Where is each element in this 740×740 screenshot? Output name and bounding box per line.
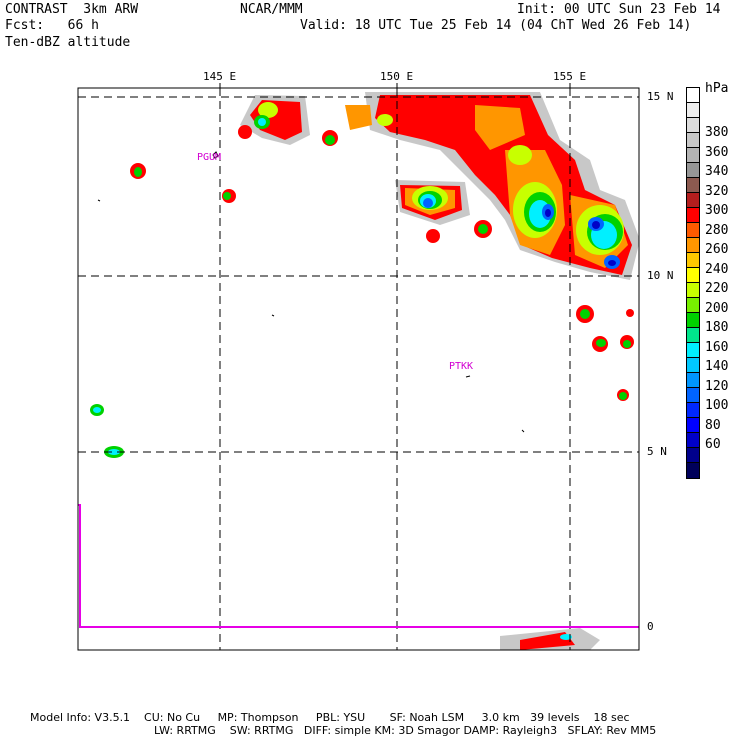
colorbar-swatch: [686, 177, 700, 194]
colorbar-swatch: [686, 252, 700, 269]
colorbar-label: 320: [705, 183, 729, 199]
lat-label-0: 0: [647, 620, 654, 633]
model-info-line1: Model Info: V3.5.1 CU: No Cu MP: Thompso…: [30, 711, 630, 724]
lat-label-15n: 15 N: [647, 90, 674, 103]
lon-label-155: 155 E: [553, 70, 587, 83]
org-label: NCAR/MMM: [240, 2, 303, 17]
colorbar-label: 60: [705, 437, 721, 452]
model-title: CONTRAST 3km ARW: [5, 2, 139, 17]
lat-label-10n: 10 N: [647, 269, 674, 282]
colorbar-swatch: [686, 162, 700, 179]
colorbar-swatch: [686, 357, 700, 374]
colorbar-swatch: [686, 402, 700, 419]
model-info-line2: LW: RRTMG SW: RRTMG DIFF: simple KM: 3D …: [154, 724, 657, 737]
graticule: [78, 88, 639, 650]
lat-label-5n: 5 N: [647, 445, 667, 458]
station-label-pgum: PGUM: [197, 152, 222, 163]
colorbar-label: 180: [705, 320, 729, 335]
colorbar-swatch: [686, 267, 700, 284]
domain-boundary: [78, 504, 639, 628]
colorbar-swatch: [686, 312, 700, 329]
colorbar-swatch: [686, 147, 700, 164]
colorbar-label: 220: [705, 281, 729, 296]
colorbar-label: 300: [705, 203, 729, 218]
colorbar-label: 80: [705, 417, 721, 433]
colorbar-label: 120: [705, 378, 729, 394]
colorbar-swatch: [686, 447, 700, 464]
colorbar-label: 260: [705, 242, 729, 257]
lon-label-150: 150 E: [380, 70, 414, 83]
colorbar-swatch: [686, 387, 700, 404]
coastlines: [97, 151, 525, 433]
valid-time: Valid: 18 UTC Tue 25 Feb 14 (04 ChT Wed …: [300, 18, 692, 33]
colorbar-swatch: [686, 432, 700, 449]
colorbar-swatch: [686, 417, 700, 434]
colorbar-swatch: [686, 342, 700, 359]
colorbar-swatch: [686, 192, 700, 209]
field-name: Ten-dBZ altitude: [5, 35, 131, 50]
colorbar-swatch: [686, 87, 700, 104]
colorbar-label: 140: [705, 359, 729, 374]
colorbar-swatch: [686, 222, 700, 239]
colorbar-unit: hPa: [705, 81, 729, 96]
colorbar-swatch: [686, 117, 700, 134]
colorbar-swatch: [686, 132, 700, 149]
colorbar-swatch: [686, 282, 700, 299]
colorbar-swatch: [686, 207, 700, 224]
forecast-hour: Fcst: 66 h: [5, 18, 99, 33]
colorbar-label: 380: [705, 125, 729, 140]
colorbar-swatch: [686, 297, 700, 314]
colorbar-swatch: [686, 372, 700, 389]
colorbar-label: 280: [705, 222, 729, 238]
colorbar-label: 340: [705, 164, 729, 179]
colorbar-label: 240: [705, 261, 729, 277]
colorbar-label: 100: [705, 398, 729, 413]
colorbar-label: 360: [705, 144, 729, 160]
colorbar-label: 160: [705, 339, 729, 355]
tick-marks: [219, 83, 571, 88]
station-label-ptkk: PTKK: [449, 361, 474, 372]
lon-label-145: 145 E: [203, 70, 237, 83]
init-time: Init: 00 UTC Sun 23 Feb 14: [517, 2, 721, 17]
colorbar-swatch: [686, 102, 700, 119]
colorbar-label: 200: [705, 300, 729, 316]
colorbar-swatch: [686, 462, 700, 479]
colorbar-swatch: [686, 327, 700, 344]
colorbar-swatch: [686, 237, 700, 254]
map-frame: [77, 87, 640, 651]
